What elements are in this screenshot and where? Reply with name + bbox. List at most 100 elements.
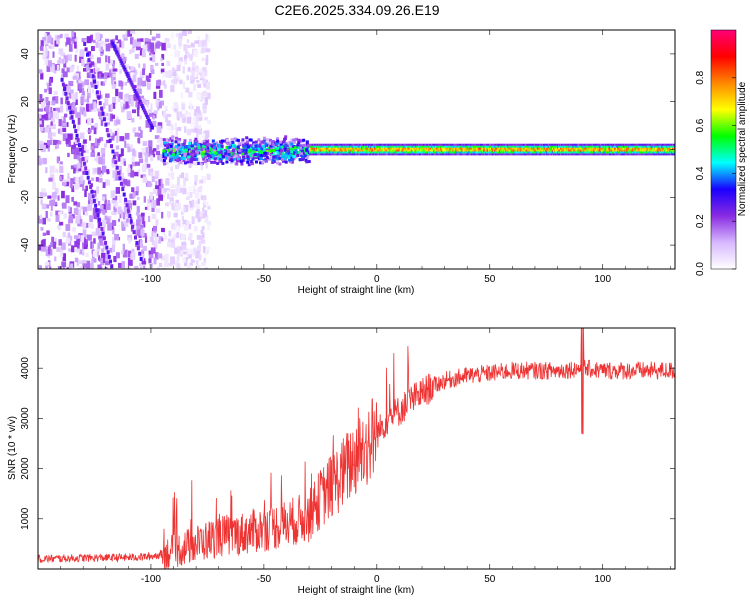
- spectrogram-cell: [350, 147, 353, 150]
- spectrogram-cell: [390, 145, 392, 148]
- spectrogram-cell: [638, 149, 641, 152]
- spectrogram-cell: [494, 149, 496, 152]
- spectrogram-cell: [440, 147, 442, 150]
- spectrogram-cell: [130, 170, 135, 178]
- spectrogram-cell: [191, 216, 195, 225]
- spectrogram-cell: [161, 237, 164, 242]
- spectrogram-cell: [105, 93, 110, 98]
- spectrogram-cell: [384, 151, 386, 154]
- spectrogram-cell: [459, 149, 462, 152]
- spectrogram-cell: [91, 88, 94, 94]
- spectrogram-cell: [604, 149, 607, 152]
- spectrogram-cell: [519, 143, 522, 146]
- spectrogram-cell: [661, 147, 664, 150]
- spectrogram-cell: [616, 143, 618, 146]
- spectrogram-cell: [502, 151, 504, 154]
- spectrogram-cell: [118, 218, 121, 222]
- spectrogram-cell: [535, 153, 538, 156]
- spectrogram-cell: [512, 151, 514, 154]
- spectrogram-cell: [635, 153, 637, 156]
- spectrogram-cell: [362, 145, 365, 148]
- spectrogram-cell: [616, 151, 618, 154]
- spectrogram-cell: [565, 143, 567, 146]
- spectrogram-cell: [154, 237, 158, 245]
- spectrogram-cell: [358, 151, 361, 154]
- spectrogram-cell: [369, 145, 371, 148]
- spectrogram-cell: [40, 246, 46, 252]
- spectrogram-cell: [242, 155, 246, 159]
- spectrogram-cell: [449, 151, 451, 154]
- spectrogram-cell: [627, 153, 629, 156]
- spectrogram-cell: [509, 151, 511, 154]
- spectrogram-cell: [165, 202, 169, 207]
- spectrogram-cell: [560, 145, 562, 148]
- spectrogram-cell: [487, 151, 490, 154]
- spectrogram-cell: [554, 153, 556, 156]
- spectrogram-cell: [592, 145, 595, 148]
- spectrogram-cell: [351, 145, 354, 148]
- spectrogram-cell: [670, 145, 673, 148]
- spectrogram-cell: [324, 143, 326, 146]
- spectrogram-cell: [501, 151, 503, 154]
- spectrogram-cell: [122, 65, 126, 70]
- spectrogram-cell: [630, 145, 632, 148]
- spectrogram-cell: [217, 148, 221, 152]
- spectrogram-cell: [574, 153, 576, 156]
- spectrogram-cell: [97, 152, 100, 156]
- spectrogram-cell: [367, 149, 369, 152]
- spectrogram-cell: [334, 147, 337, 150]
- spectrogram-cell: [85, 260, 91, 269]
- spectrogram-cell: [327, 143, 329, 146]
- spectrogram-cell: [569, 147, 571, 150]
- spectrogram-cell: [318, 145, 320, 148]
- spectrogram-cell: [586, 153, 589, 156]
- spectrogram-cell: [548, 153, 551, 156]
- spectrogram-cell: [88, 192, 93, 201]
- spectrogram-cell: [188, 223, 192, 230]
- spectrogram-cell: [206, 144, 210, 148]
- spectrogram-cell: [663, 151, 666, 154]
- spectrogram-cell: [197, 146, 201, 150]
- spectrogram-cell: [512, 145, 514, 148]
- spectrogram-cell: [622, 151, 624, 154]
- spectrogram-cell: [99, 222, 103, 227]
- spectrogram-cell: [598, 143, 601, 146]
- spectrogram-cell: [140, 104, 144, 109]
- spectrogram-cell: [191, 128, 195, 133]
- spectrogram-cell: [187, 145, 191, 149]
- spectrogram-cell: [470, 153, 473, 156]
- spectrogram-cell: [578, 149, 581, 152]
- spectrogram-cell: [349, 147, 352, 150]
- spectrogram-cell: [575, 153, 577, 156]
- spectrogram-cell: [316, 147, 318, 150]
- spectrogram-cell: [176, 254, 180, 261]
- spectrogram-cell: [641, 153, 644, 156]
- spectrogram-cell: [203, 153, 207, 157]
- spectrogram-cell: [364, 143, 367, 146]
- spectrogram-cell: [170, 158, 174, 162]
- spectrogram-cell: [604, 151, 607, 154]
- spectrogram-cell: [49, 165, 55, 174]
- spectrogram-cell: [427, 153, 430, 156]
- spectrogram-cell: [38, 108, 44, 112]
- spectrogram-cell: [90, 68, 94, 73]
- spectrogram-cell: [272, 148, 276, 152]
- spectrogram-cell: [50, 37, 54, 45]
- spectrogram-cell: [456, 145, 459, 148]
- spectrogram-cell: [131, 248, 135, 255]
- spectrogram-cell: [329, 149, 331, 152]
- spectrogram-cell: [478, 149, 481, 152]
- spectrogram-cell: [106, 139, 111, 144]
- spectrogram-cell: [67, 232, 71, 238]
- spectrogram-cell: [442, 153, 444, 156]
- spectrogram-cell: [512, 153, 514, 156]
- spectrogram-cell: [632, 145, 634, 148]
- spectrogram-cell: [467, 151, 470, 154]
- spectrogram-cell: [410, 153, 413, 156]
- spectrogram-cell: [571, 153, 573, 156]
- spectrogram-cell: [437, 143, 439, 146]
- spectrogram-cell: [531, 147, 534, 150]
- spectrogram-cell: [156, 80, 160, 87]
- spectrogram-cell: [577, 147, 580, 150]
